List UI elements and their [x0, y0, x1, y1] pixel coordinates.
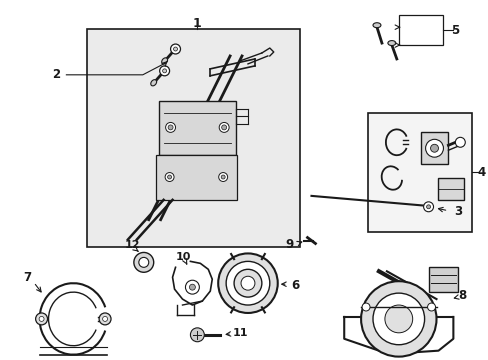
Circle shape — [173, 47, 177, 51]
Circle shape — [360, 281, 436, 357]
Circle shape — [36, 313, 47, 325]
Text: 10: 10 — [175, 252, 191, 262]
Bar — [438, 178, 463, 200]
Circle shape — [167, 175, 171, 179]
Circle shape — [426, 205, 429, 209]
Text: 2: 2 — [52, 68, 61, 81]
Circle shape — [384, 305, 412, 333]
Circle shape — [221, 175, 224, 179]
Circle shape — [429, 144, 438, 152]
Circle shape — [241, 276, 254, 290]
Text: 5: 5 — [450, 24, 459, 37]
Bar — [158, 100, 236, 155]
Circle shape — [99, 313, 111, 325]
Circle shape — [168, 125, 173, 130]
Circle shape — [234, 269, 262, 297]
Text: 4: 4 — [476, 166, 484, 179]
Circle shape — [39, 316, 44, 321]
Text: 1: 1 — [193, 17, 202, 30]
Ellipse shape — [372, 23, 380, 28]
Text: 7: 7 — [23, 271, 32, 284]
Circle shape — [218, 172, 227, 181]
Circle shape — [170, 44, 180, 54]
Circle shape — [361, 303, 369, 311]
Circle shape — [219, 122, 229, 132]
Circle shape — [102, 316, 107, 321]
Circle shape — [225, 261, 269, 305]
Text: 3: 3 — [453, 205, 462, 218]
Ellipse shape — [150, 80, 156, 86]
Circle shape — [221, 125, 226, 130]
Circle shape — [423, 202, 433, 212]
Bar — [420, 132, 447, 164]
Circle shape — [372, 293, 424, 345]
Circle shape — [165, 122, 175, 132]
Circle shape — [185, 280, 199, 294]
Bar — [87, 29, 299, 247]
Text: 6: 6 — [291, 279, 299, 292]
Circle shape — [160, 66, 169, 76]
Text: 12: 12 — [125, 240, 141, 251]
Bar — [427, 267, 457, 292]
Bar — [398, 15, 443, 45]
Circle shape — [165, 172, 174, 181]
Circle shape — [163, 69, 166, 73]
Circle shape — [218, 253, 277, 313]
Circle shape — [134, 252, 153, 272]
Circle shape — [189, 284, 195, 290]
Circle shape — [425, 139, 443, 157]
Circle shape — [454, 137, 464, 147]
Circle shape — [139, 257, 148, 267]
Circle shape — [190, 328, 204, 342]
Bar — [367, 113, 471, 231]
Bar — [155, 155, 237, 200]
Ellipse shape — [162, 58, 167, 64]
Text: 9: 9 — [285, 238, 293, 251]
Circle shape — [427, 303, 435, 311]
Text: 8: 8 — [457, 289, 466, 302]
Ellipse shape — [387, 41, 395, 46]
Text: 11: 11 — [232, 328, 247, 338]
